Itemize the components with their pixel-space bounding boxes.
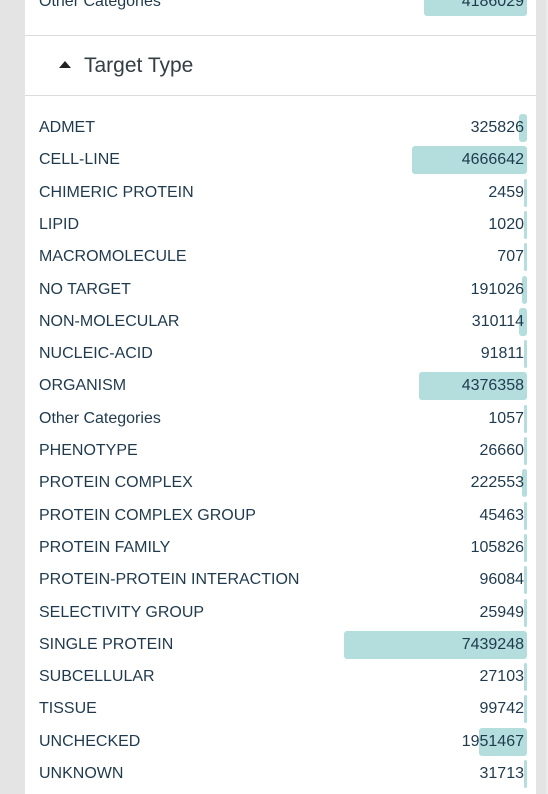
facet-row[interactable]: CELL-LINE 4666642 (25, 144, 536, 176)
facet-count: 1020 (488, 215, 524, 233)
facet-row[interactable]: PHENOTYPE 26660 (25, 435, 536, 467)
facet-count-bar (419, 372, 527, 401)
facet-count: 2459 (488, 183, 524, 201)
facet-count: 26660 (479, 442, 525, 459)
facet-panel: Other Categories 4186029 Target Type ADM… (25, 0, 536, 794)
facet-count-bar (524, 210, 527, 239)
facet-row[interactable]: NON-MOLECULAR 310114 (25, 306, 536, 338)
section-divider-top (25, 35, 536, 36)
facet-label: NUCLEIC-ACID (39, 345, 153, 363)
facet-count-bar (524, 501, 527, 530)
facet-row[interactable]: SINGLE PROTEIN 7439248 (25, 629, 536, 661)
facet-count-bar (524, 437, 527, 465)
facet-count: 45463 (479, 506, 525, 524)
facet-row[interactable]: PROTEIN COMPLEX GROUP 45463 (25, 500, 536, 532)
section-title: Target Type (84, 54, 194, 77)
facet-row[interactable]: SELECTIVITY GROUP 25949 (25, 597, 536, 629)
facet-count-bar (524, 695, 527, 724)
facet-count-bar (524, 760, 527, 788)
facet-count: 707 (497, 248, 524, 266)
facet-label: PROTEIN FAMILY (39, 538, 171, 556)
facet-label: MACROMOLECULE (39, 248, 187, 266)
facet-row[interactable]: CHIMERIC PROTEIN 2459 (25, 177, 536, 209)
facet-row[interactable]: NO TARGET 191026 (25, 274, 536, 306)
facet-count: 222553 (470, 474, 524, 492)
facet-count-bar (524, 178, 527, 207)
facet-count: 96084 (479, 571, 525, 589)
facet-row[interactable]: MACROMOLECULE 707 (25, 241, 536, 273)
facet-count: 99742 (479, 700, 525, 718)
facet-label: PROTEIN COMPLEX GROUP (39, 506, 256, 524)
facet-label: UNKNOWN (39, 765, 124, 782)
facet-count-bar (519, 307, 527, 336)
facet-row[interactable]: ORGANISM 4376358 (25, 370, 536, 402)
facet-label: SINGLE PROTEIN (39, 635, 174, 653)
facet-row[interactable]: NUCLEIC-ACID 91811 (25, 338, 536, 370)
facet-count-bar (522, 469, 527, 498)
facet-count-bar (524, 243, 527, 272)
facet-row[interactable]: Other Categories 1057 (25, 403, 536, 435)
facet-count: 7439248 (461, 635, 524, 653)
section-divider-bottom (25, 95, 536, 96)
facet-label: NO TARGET (39, 280, 131, 298)
facet-row[interactable]: UNCHECKED 1951467 (25, 726, 536, 758)
facet-label: SUBCELLULAR (39, 668, 155, 686)
facet-count: 1057 (488, 409, 524, 427)
facet-count: 310114 (471, 312, 524, 330)
caret-up-icon (59, 61, 71, 68)
facet-count: 4376358 (461, 377, 524, 395)
facet-count-bar (344, 630, 527, 659)
facet-label: TISSUE (39, 700, 97, 718)
facet-count-bar (519, 114, 527, 142)
facet-label: PROTEIN COMPLEX (39, 474, 193, 492)
facet-label: Other Categories (39, 409, 161, 427)
facet-count-bar (479, 727, 527, 756)
facet-row[interactable]: PROTEIN-PROTEIN INTERACTION 96084 (25, 564, 536, 596)
facet-row-previous[interactable]: Other Categories 4186029 (25, 0, 536, 18)
facet-count-bar (412, 146, 527, 175)
facet-count-bar (524, 404, 527, 433)
facet-count: 25949 (479, 603, 525, 621)
facet-count: 4666642 (461, 151, 524, 169)
facet-count-bar (524, 663, 527, 692)
facet-row[interactable]: LIPID 1020 (25, 209, 536, 241)
facet-count-bar (524, 566, 527, 595)
facet-label: PHENOTYPE (39, 442, 138, 459)
facet-label: Other Categories (39, 0, 161, 10)
target-type-section-header[interactable]: Target Type (25, 36, 536, 95)
facet-label: UNCHECKED (39, 732, 141, 750)
facet-row[interactable]: ADMET 325826 (25, 112, 536, 144)
right-edge (546, 0, 548, 794)
facet-count-bar (524, 533, 527, 562)
facet-row[interactable]: PROTEIN FAMILY 105826 (25, 532, 536, 564)
facet-label: PROTEIN-PROTEIN INTERACTION (39, 571, 300, 589)
facet-count-bar (524, 340, 527, 369)
facet-row[interactable]: SUBCELLULAR 27103 (25, 661, 536, 693)
facet-count: 1951467 (461, 732, 524, 750)
facet-row[interactable]: TISSUE 99742 (25, 693, 536, 725)
facet-count: 91811 (480, 345, 524, 363)
facet-label: CELL-LINE (39, 151, 120, 169)
facet-label: ORGANISM (39, 377, 127, 395)
facet-count: 325826 (470, 119, 524, 136)
facet-label: SELECTIVITY GROUP (39, 603, 205, 621)
facet-count-bar (424, 0, 527, 16)
facet-row[interactable]: PROTEIN COMPLEX 222553 (25, 467, 536, 499)
facet-count: 4186029 (461, 0, 524, 10)
facet-label: ADMET (39, 119, 95, 136)
facet-label: CHIMERIC PROTEIN (39, 183, 194, 201)
facet-count: 105826 (470, 538, 524, 556)
facet-label: LIPID (39, 215, 80, 233)
facet-count-bar (524, 598, 527, 627)
facet-row[interactable]: UNKNOWN 31713 (25, 758, 536, 790)
facet-label: NON-MOLECULAR (39, 312, 180, 330)
facet-count: 31713 (479, 765, 525, 782)
facet-count: 27103 (479, 668, 525, 686)
facet-count: 191026 (470, 280, 524, 298)
facet-count-bar (522, 275, 527, 304)
